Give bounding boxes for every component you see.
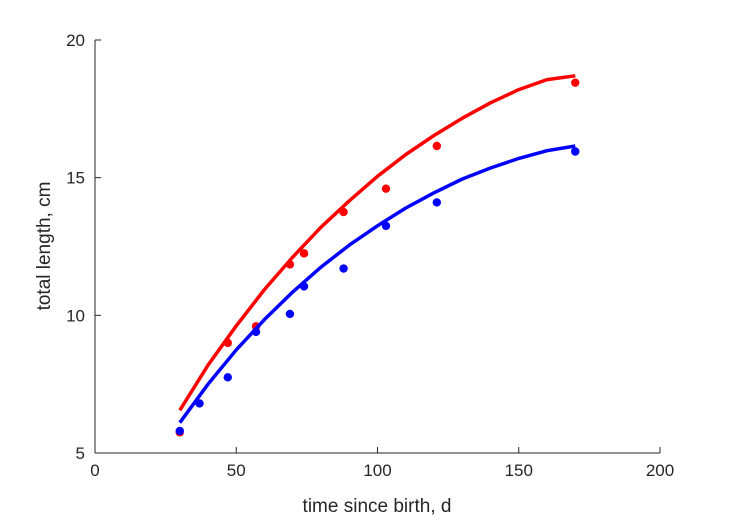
data-point (285, 309, 295, 319)
data-point (432, 198, 442, 207)
fit-line (178, 144, 576, 424)
data-point (381, 221, 391, 231)
data-point (299, 282, 309, 291)
y-tick-label: 10 (66, 306, 85, 325)
y-tick-label: 20 (66, 31, 85, 50)
data-point (571, 147, 580, 156)
y-axis-label: total length, cm (34, 182, 55, 311)
data-point (339, 207, 348, 217)
data-point (175, 426, 184, 436)
data-point (285, 260, 295, 269)
y-tick-label: 15 (66, 169, 85, 188)
plot-area (175, 74, 580, 437)
y-tick-label: 5 (76, 444, 85, 463)
data-point (432, 141, 442, 151)
data-point (195, 399, 204, 408)
x-tick-label: 200 (646, 461, 674, 480)
series-0 (175, 74, 580, 437)
data-point (251, 327, 261, 337)
data-point (223, 373, 232, 382)
x-tick-label: 100 (363, 461, 391, 480)
data-point (571, 78, 580, 87)
data-point (339, 264, 348, 273)
data-point (299, 249, 309, 258)
y-ticks: 5 10 15 20 (66, 31, 101, 463)
x-tick-label: 50 (227, 461, 246, 480)
data-point (381, 184, 391, 193)
fit-line (178, 74, 576, 412)
x-tick-label: 150 (505, 461, 533, 480)
x-ticks: 0 50 100 150 200 (90, 447, 674, 480)
axes (94, 40, 660, 454)
x-axis-label: time since birth, d (303, 496, 452, 517)
x-tick-label: 0 (90, 461, 99, 480)
data-point (223, 338, 232, 348)
series-1 (175, 144, 580, 436)
